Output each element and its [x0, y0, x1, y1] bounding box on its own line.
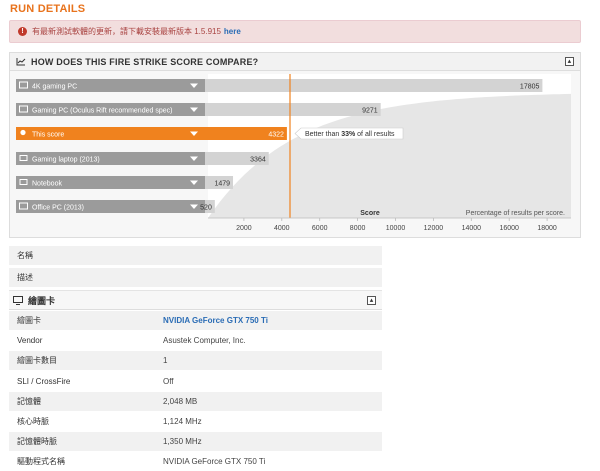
x-tick-label-8000: 8000	[350, 225, 366, 232]
info-row: 名稱	[9, 246, 382, 265]
info-key: 記憶體時脈	[17, 437, 57, 447]
compare-panel-header: HOW DOES THIS FIRE STRIKE SCORE COMPARE?…	[10, 53, 580, 71]
bar-value-gaming-laptop-2013: 3364	[250, 156, 266, 163]
gpu-info-row: 繪圖卡 NVIDIA GeForce GTX 750 Ti	[9, 311, 382, 330]
page-title: RUN DETAILS	[10, 3, 86, 15]
percentile-callout: Better than 33% of all results	[305, 131, 395, 138]
collapse-gpu-button[interactable]: ▴	[367, 296, 376, 305]
chevron-down-icon	[190, 180, 198, 185]
bar-value-gaming-pc-oculus-rift-recommended-spec: 9271	[362, 107, 378, 114]
chevron-down-icon	[190, 131, 198, 136]
gpu-name-link[interactable]: NVIDIA GeForce GTX 750 Ti	[163, 316, 268, 325]
chart-icon	[16, 58, 26, 66]
chevron-down-icon	[190, 204, 198, 209]
info-key: 記憶體	[17, 396, 41, 406]
score-axis-label: Score	[360, 210, 380, 217]
info-key: Vendor	[17, 336, 43, 346]
info-key: 核心時脈	[17, 417, 49, 426]
bar-label-box-gaming-laptop-2013	[16, 152, 205, 165]
monitor-icon	[19, 105, 28, 113]
exclamation-icon: !	[18, 27, 27, 36]
info-value: 1	[163, 356, 168, 366]
info-key: SLI / CrossFire	[17, 376, 71, 386]
gpu-section-title: 繪圖卡	[28, 295, 56, 306]
percentage-label: Percentage of results per score.	[466, 210, 565, 217]
bar-label-box-gaming-pc-oculus-rift-recommended-spec	[16, 103, 205, 116]
bar-value-office-pc-2013: 520	[200, 204, 212, 211]
laptop-icon	[19, 155, 28, 161]
bar-gaming-pc-oculus-rift-recommended-spec	[205, 103, 381, 116]
bar-label-box-4k-gaming-pc	[16, 79, 205, 92]
info-row: 描述	[9, 268, 382, 287]
bar-label-notebook: Notebook	[32, 180, 62, 187]
info-key: 繪圖卡	[17, 316, 41, 325]
bar-gaming-laptop-2013	[205, 152, 269, 165]
alert-download-link[interactable]: here	[223, 27, 241, 36]
chevron-down-icon	[190, 107, 198, 112]
info-key: 描述	[17, 273, 33, 282]
laptop-icon	[19, 179, 28, 185]
x-tick-label-10000: 10000	[386, 225, 406, 232]
x-tick-label-6000: 6000	[312, 225, 328, 232]
info-value: 2,048 MB	[163, 396, 198, 406]
gpu-section-header: 繪圖卡 ▴	[9, 290, 382, 310]
gpu-info-row: 記憶體 2,048 MB	[9, 391, 382, 411]
x-tick-label-12000: 12000	[424, 225, 444, 232]
compare-panel-title: HOW DOES THIS FIRE STRIKE SCORE COMPARE?	[31, 56, 259, 67]
bar-4k-gaming-pc	[205, 79, 543, 92]
percentile-callout-box	[294, 127, 404, 140]
monitor-icon	[19, 202, 28, 210]
x-tick-label-14000: 14000	[462, 225, 482, 232]
bar-label-box-office-pc-2013	[16, 200, 205, 213]
system-info-panel: 名稱描述繪圖卡 ▴ 繪圖卡 NVIDIA GeForce GTX 750 Ti Vend…	[9, 244, 382, 471]
gpu-info-row: 核心時脈 1,124 MHz	[9, 412, 382, 431]
gpu-info-row: 驅動程式名稱 NVIDIA GeForce GTX 750 Ti	[9, 452, 382, 471]
monitor-icon	[19, 81, 28, 89]
gpu-info-row: Vendor Asustek Computer, Inc.	[9, 331, 382, 350]
bar-office-pc-2013	[205, 200, 215, 213]
bar-value-this-score: 4322	[268, 131, 284, 138]
bar-notebook	[205, 176, 234, 189]
bar-label-gaming-laptop-2013: Gaming laptop (2013)	[32, 156, 100, 163]
info-value: 1,350 MHz	[163, 437, 202, 447]
info-value: Off	[163, 376, 174, 386]
lightbulb-icon	[20, 129, 26, 136]
chevron-down-icon	[190, 83, 198, 88]
gpu-info-row: 記憶體時脈 1,350 MHz	[9, 432, 382, 452]
bar-label-this-score: This score	[32, 131, 64, 138]
gpu-info-row: 繪圖卡數目 1	[9, 351, 382, 371]
x-tick-label-2000: 2000	[236, 225, 252, 232]
alert-text: 有最新測試軟體的更新，請下載安裝最新版本 1.5.915	[32, 27, 221, 36]
bar-value-notebook: 1479	[214, 180, 230, 187]
bar-label-office-pc-2013: Office PC (2013)	[32, 204, 84, 211]
bar-value-4k-gaming-pc: 17805	[520, 83, 540, 90]
bar-label-box-notebook	[16, 176, 205, 189]
x-tick-label-4000: 4000	[274, 225, 290, 232]
bar-this-score	[205, 127, 287, 140]
info-value: 1,124 MHz	[163, 417, 202, 426]
bar-label-4k-gaming-pc: 4K gaming PC	[32, 83, 77, 90]
x-tick-label-16000: 16000	[499, 225, 519, 232]
bar-label-box-this-score	[16, 127, 205, 140]
info-value: Asustek Computer, Inc.	[163, 336, 246, 346]
info-key: 繪圖卡數目	[17, 356, 57, 366]
gpu-info-row: SLI / CrossFire Off	[9, 372, 382, 391]
score-comparison-chart: 4K gaming PC 17805 Gaming PC (Oculus Rift …	[16, 74, 571, 232]
collapse-compare-button[interactable]: ▴	[565, 57, 574, 66]
monitor-icon	[13, 295, 23, 305]
update-alert: ! 有最新測試軟體的更新，請下載安裝最新版本 1.5.915 here	[9, 20, 581, 43]
score-compare-panel: HOW DOES THIS FIRE STRIKE SCORE COMPARE?…	[9, 52, 581, 238]
info-key: 驅動程式名稱	[17, 457, 65, 467]
info-key: 名稱	[17, 251, 33, 260]
bar-label-gaming-pc-oculus-rift-recommended-spec: Gaming PC (Oculus Rift recommended spec)	[32, 107, 172, 114]
x-tick-label-18000: 18000	[537, 225, 557, 232]
chevron-down-icon	[190, 156, 198, 161]
info-value: NVIDIA GeForce GTX 750 Ti	[163, 457, 266, 467]
distribution-curve	[208, 93, 571, 218]
